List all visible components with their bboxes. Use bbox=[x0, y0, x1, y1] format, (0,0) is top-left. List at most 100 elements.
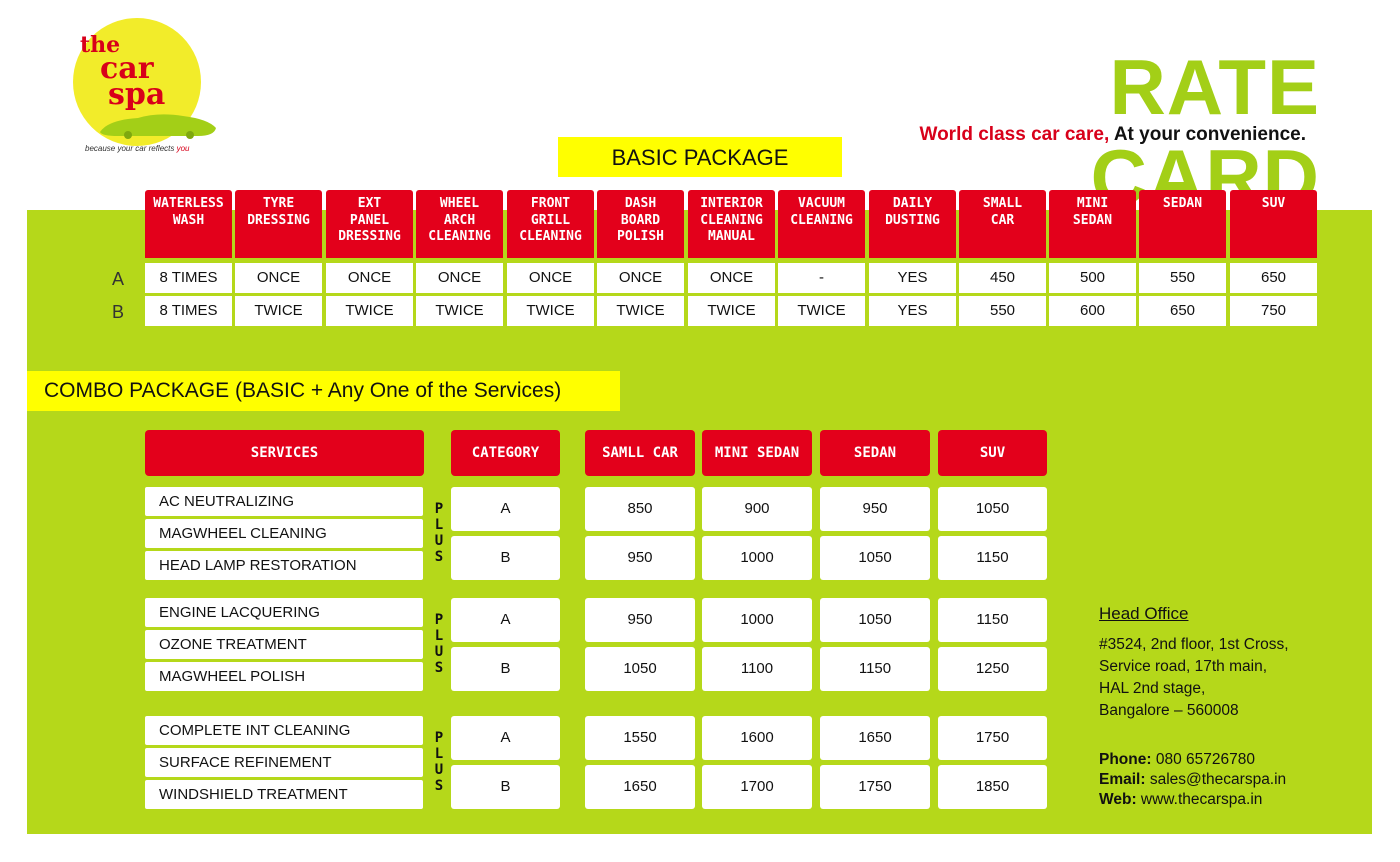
service-item: MAGWHEEL POLISH bbox=[145, 662, 423, 691]
header-line: SEDAN bbox=[1072, 212, 1113, 228]
basic-header-cell: SEDAN bbox=[1139, 190, 1226, 258]
price-cell: 850 bbox=[585, 487, 695, 531]
service-item: OZONE TREATMENT bbox=[145, 630, 423, 659]
basic-header-cell: EXT PANEL DRESSING bbox=[326, 190, 413, 258]
basic-cell: TWICE bbox=[326, 296, 413, 326]
basic-header-cell: MINI SEDAN bbox=[1049, 190, 1136, 258]
basic-header-cell: WHEEL ARCH CLEANING bbox=[416, 190, 503, 258]
plus-letter: L bbox=[434, 517, 444, 533]
address-line: #3524, 2nd floor, 1st Cross, bbox=[1099, 636, 1289, 653]
row-label-a: A bbox=[111, 269, 124, 289]
header-line: DRESSING bbox=[338, 229, 401, 244]
header-line: SMALL bbox=[982, 196, 1023, 211]
header-line: MINI bbox=[1076, 196, 1109, 211]
service-item: SURFACE REFINEMENT bbox=[145, 748, 423, 777]
combo-header-small: SAMLL CAR bbox=[585, 430, 695, 476]
basic-cell: 600 bbox=[1049, 296, 1136, 326]
combo-header-services: SERVICES bbox=[145, 430, 424, 476]
combo-header-mini: MINI SEDAN bbox=[702, 430, 812, 476]
logo-word-the: the bbox=[80, 32, 121, 58]
price-cell: 900 bbox=[702, 487, 812, 531]
tagline-red: World class car care, bbox=[919, 124, 1110, 145]
price-cell: 1150 bbox=[938, 598, 1047, 642]
plus-letter: P bbox=[434, 501, 444, 517]
basic-cell: ONCE bbox=[688, 263, 775, 293]
header-line: DUSTING bbox=[885, 212, 940, 228]
price-cell: 1150 bbox=[820, 647, 930, 691]
price-cell: 1850 bbox=[938, 765, 1047, 809]
header-line: FRONT bbox=[530, 196, 571, 211]
header-line: DASH bbox=[624, 196, 657, 211]
car-spa-logo: the car spa because your car reflects yo… bbox=[70, 14, 230, 156]
basic-cell: ONCE bbox=[597, 263, 684, 293]
plus-letter: S bbox=[434, 549, 444, 565]
address-line: HAL 2nd stage, bbox=[1099, 680, 1206, 697]
header-line: WASH bbox=[172, 212, 205, 228]
header-line: WATERLESS bbox=[153, 196, 224, 211]
category-cell: A bbox=[451, 487, 560, 531]
basic-cell: 8 TIMES bbox=[145, 296, 232, 326]
combo-header-sedan: SEDAN bbox=[820, 430, 930, 476]
header-line: ARCH bbox=[443, 212, 476, 228]
price-cell: 1000 bbox=[702, 598, 812, 642]
phone-line: Phone: 080 65726780 bbox=[1099, 751, 1255, 768]
header-line: BOARD bbox=[620, 212, 661, 228]
combo-header-category: CATEGORY bbox=[451, 430, 560, 476]
header-line: CLEANING bbox=[700, 212, 763, 228]
basic-header-cell: DASH BOARD POLISH bbox=[597, 190, 684, 258]
plus-letter: S bbox=[434, 660, 444, 676]
basic-cell: 650 bbox=[1139, 296, 1226, 326]
category-cell: B bbox=[451, 647, 560, 691]
basic-cell: 8 TIMES bbox=[145, 263, 232, 293]
basic-cell: TWICE bbox=[778, 296, 865, 326]
basic-cell: 750 bbox=[1230, 296, 1317, 326]
tagline-black: At your convenience. bbox=[1109, 124, 1306, 145]
basic-cell: YES bbox=[869, 296, 956, 326]
plus-letter: L bbox=[434, 746, 444, 762]
plus-letter: U bbox=[434, 644, 444, 660]
combo-header-suv: SUV bbox=[938, 430, 1047, 476]
row-label-b: B bbox=[111, 302, 124, 322]
price-cell: 950 bbox=[585, 536, 695, 580]
header-line: CLEANING bbox=[790, 212, 853, 228]
basic-cell: ONCE bbox=[235, 263, 322, 293]
basic-cell: 550 bbox=[1139, 263, 1226, 293]
category-cell: B bbox=[451, 536, 560, 580]
basic-cell: 550 bbox=[959, 296, 1046, 326]
price-cell: 1150 bbox=[938, 536, 1047, 580]
basic-cell: TWICE bbox=[416, 296, 503, 326]
price-cell: 1050 bbox=[820, 536, 930, 580]
plus-letter: P bbox=[434, 730, 444, 746]
header-line: TYRE bbox=[262, 196, 295, 211]
logo-tagline: because your car reflects you bbox=[85, 144, 190, 153]
basic-cell: - bbox=[778, 263, 865, 293]
basic-header-cell: TYRE DRESSING bbox=[235, 190, 322, 258]
category-cell: A bbox=[451, 716, 560, 760]
basic-cell: TWICE bbox=[235, 296, 322, 326]
combo-package-banner: COMBO PACKAGE (BASIC + Any One of the Se… bbox=[27, 371, 620, 411]
plus-letter: S bbox=[434, 778, 444, 794]
price-cell: 1750 bbox=[938, 716, 1047, 760]
service-item: MAGWHEEL CLEANING bbox=[145, 519, 423, 548]
header-line: POLISH bbox=[617, 229, 664, 244]
basic-header-cell: VACUUM CLEANING bbox=[778, 190, 865, 258]
header-line: CLEANING bbox=[519, 229, 582, 244]
basic-cell: TWICE bbox=[688, 296, 775, 326]
plus-letter: P bbox=[434, 612, 444, 628]
header-line: PANEL bbox=[349, 212, 390, 228]
price-cell: 950 bbox=[820, 487, 930, 531]
basic-package-banner: BASIC PACKAGE bbox=[558, 137, 842, 177]
tagline: World class car care, At your convenienc… bbox=[860, 124, 1306, 146]
basic-cell: ONCE bbox=[507, 263, 594, 293]
office-address: #3524, 2nd floor, 1st Cross, Service roa… bbox=[1099, 634, 1359, 722]
logo-word-spa: spa bbox=[108, 77, 166, 112]
header-line: SEDAN bbox=[1162, 196, 1203, 211]
basic-cell: TWICE bbox=[507, 296, 594, 326]
head-office-heading: Head Office bbox=[1099, 604, 1189, 623]
category-cell: A bbox=[451, 598, 560, 642]
address-line: Service road, 17th main, bbox=[1099, 658, 1268, 675]
service-item: ENGINE LACQUERING bbox=[145, 598, 423, 627]
price-cell: 950 bbox=[585, 598, 695, 642]
service-item: AC NEUTRALIZING bbox=[145, 487, 423, 516]
